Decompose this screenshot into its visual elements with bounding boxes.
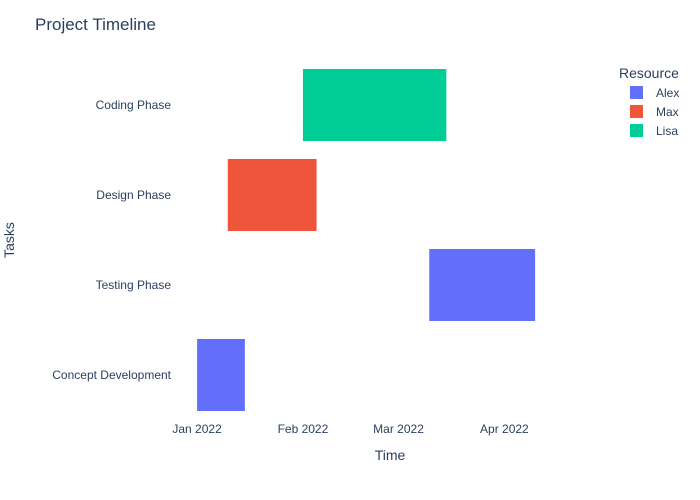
y-axis-title: Tasks [1, 222, 17, 258]
legend-title: Resource [619, 65, 679, 81]
legend-swatch-alex [630, 86, 643, 99]
legend-label-alex: Alex [656, 86, 679, 100]
bar-testing-phase-alex [429, 249, 536, 321]
y-tick-coding-phase: Coding Phase [96, 98, 172, 112]
legend-swatch-max [630, 105, 643, 118]
y-tick-design-phase: Design Phase [96, 188, 171, 202]
bar-concept-development-alex [197, 339, 245, 411]
y-tick-concept-development: Concept Development [52, 368, 171, 382]
x-tick-apr-2022: Apr 2022 [480, 422, 529, 436]
bars-group [197, 69, 536, 411]
bar-coding-phase-lisa [302, 69, 447, 141]
x-tick-jan-2022: Jan 2022 [172, 422, 222, 436]
y-tick-testing-phase: Testing Phase [96, 278, 172, 292]
legend: Resource Alex Max Lisa [619, 65, 679, 138]
legend-label-max: Max [656, 105, 679, 119]
x-tick-labels: Jan 2022 Feb 2022 Mar 2022 Apr 2022 [172, 422, 529, 436]
y-tick-labels: Concept Development Testing Phase Design P… [52, 98, 171, 382]
x-axis-title: Time [375, 447, 406, 463]
legend-swatch-lisa [630, 124, 643, 137]
legend-label-lisa: Lisa [656, 124, 678, 138]
bar-design-phase-max [227, 159, 317, 231]
chart-title: Project Timeline [35, 15, 156, 34]
x-tick-feb-2022: Feb 2022 [278, 422, 329, 436]
x-tick-mar-2022: Mar 2022 [373, 422, 424, 436]
